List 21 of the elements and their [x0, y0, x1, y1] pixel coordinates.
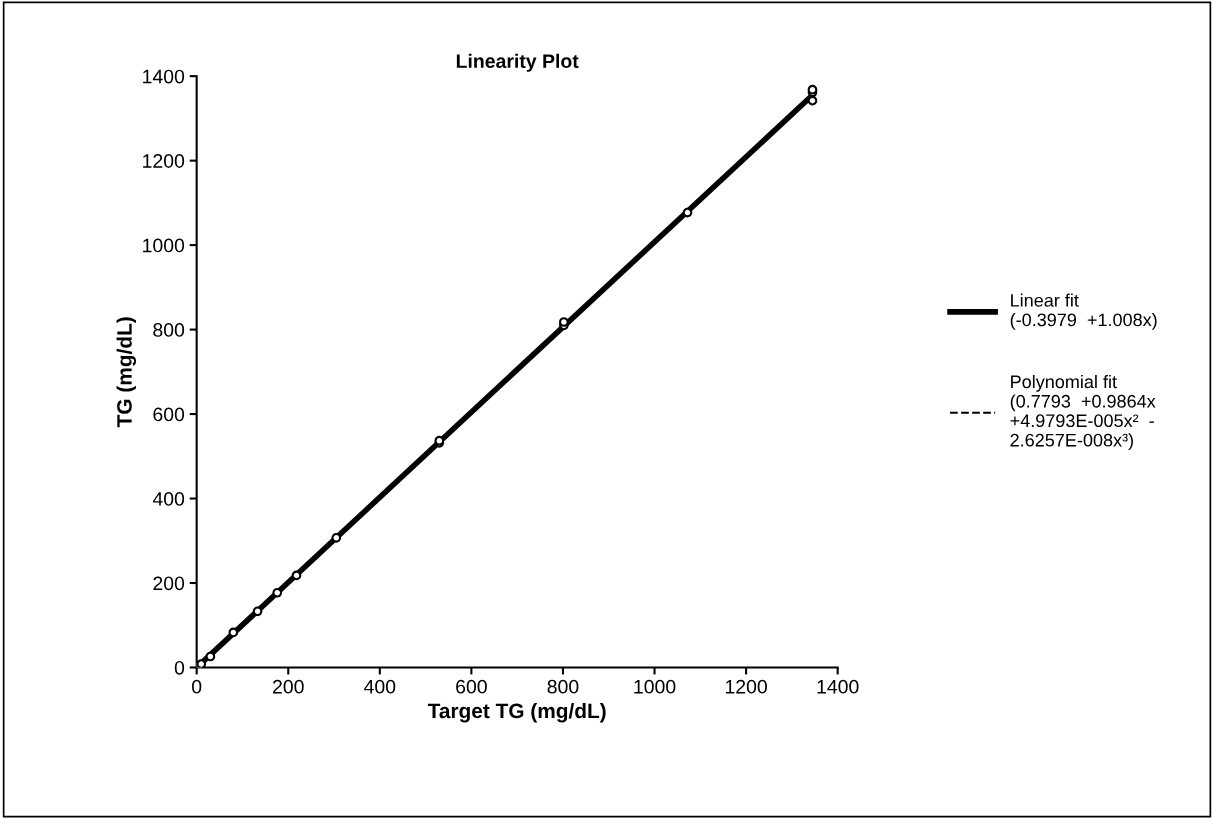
y-tick-label: 400 — [152, 492, 185, 506]
y-tick-label: 1400 — [143, 69, 185, 84]
legend-label: Polynomial fit (0.7793 +0.9864x +4.9793E-005x² - 2.6257E-008x³) — [1010, 374, 1156, 451]
x-tick-label: 400 — [364, 679, 396, 694]
x-axis-title: Target TG (mg/dL) — [427, 702, 606, 723]
y-axis-title: TG (mg/dL) — [116, 317, 137, 428]
legend-label: Linear fit (-0.3979 +1.008x) — [1010, 293, 1157, 330]
x-tick-label: 1200 — [725, 679, 767, 694]
chart-title: Linearity Plot — [456, 53, 579, 72]
x-tick-label: 600 — [456, 679, 487, 694]
y-tick-label: 600 — [153, 407, 185, 422]
y-tick-label: 0 — [174, 660, 185, 675]
y-tick-label: 800 — [153, 323, 185, 337]
y-tick-label: 1000 — [143, 238, 185, 253]
x-tick-label: 1000 — [634, 679, 676, 694]
x-tick-label: 800 — [547, 679, 579, 694]
x-tick-label: 0 — [192, 679, 202, 694]
x-tick-label: 1400 — [817, 679, 859, 694]
x-tick-label: 200 — [273, 679, 304, 694]
y-tick-label: 200 — [153, 576, 185, 591]
y-tick-label: 1200 — [143, 154, 185, 168]
